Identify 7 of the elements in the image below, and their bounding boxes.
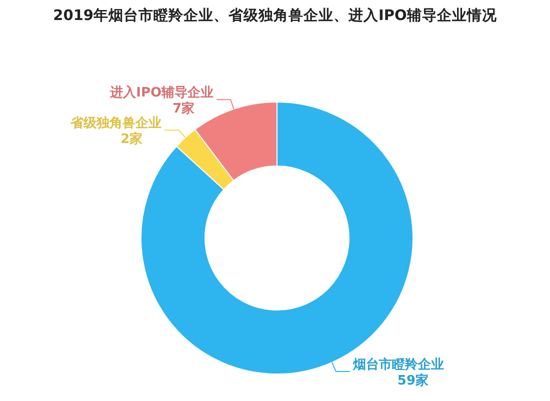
data-label: 2家 xyxy=(120,131,143,148)
data-label: 59家 xyxy=(397,372,429,389)
slice-label: 进入IPO辅导企业 xyxy=(109,84,214,101)
chart-title: 2019年烟台市瞪羚企业、省级独角兽企业、进入IPO辅导企业情况 xyxy=(53,6,498,24)
slice-label: 省级独角兽企业 xyxy=(70,116,162,132)
slice-label: 烟台市瞪羚企业 xyxy=(352,356,444,373)
data-label: 7家 xyxy=(172,100,195,117)
